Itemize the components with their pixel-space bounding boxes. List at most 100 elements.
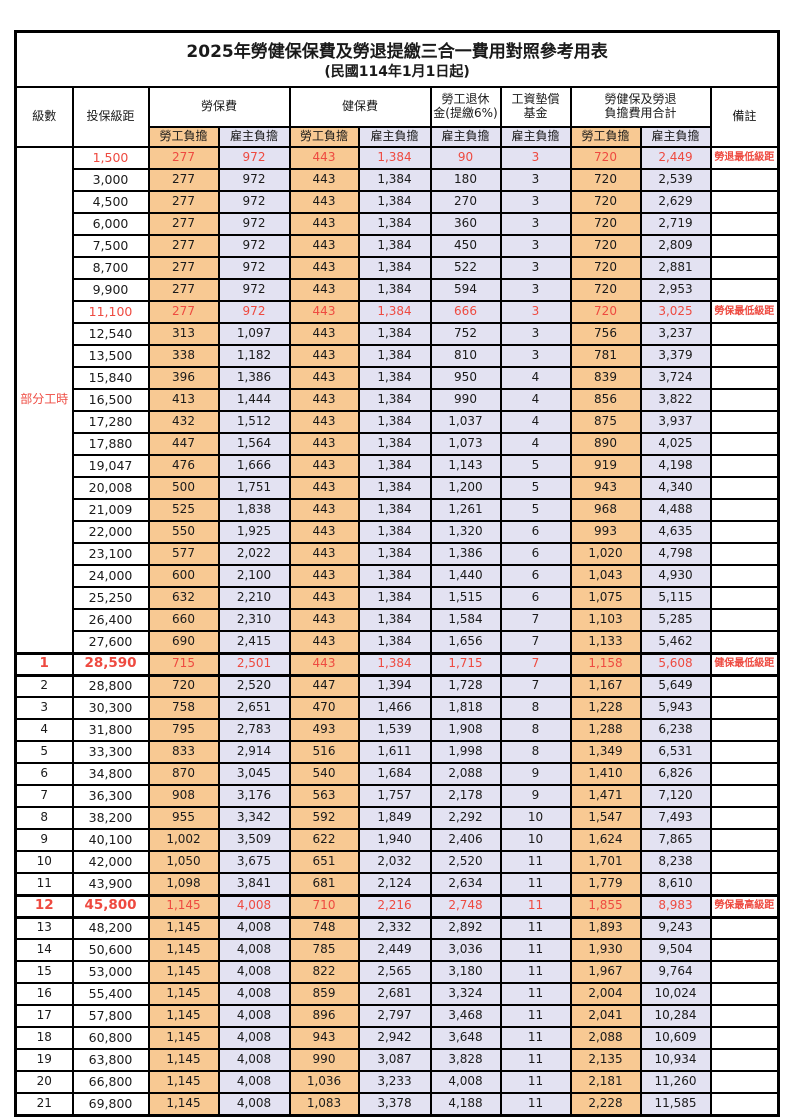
labor-employer-cell: 4,008 [217, 960, 291, 984]
wage-fund-cell: 7 [499, 608, 572, 632]
labor-employer-cell: 972 [217, 300, 291, 324]
total-employee-cell: 720 [569, 300, 642, 324]
bracket-cell: 1,500 [71, 146, 150, 170]
level-cell: 16 [14, 982, 74, 1006]
health-employer-cell: 1,611 [357, 740, 432, 764]
bracket-cell: 27,600 [71, 630, 150, 654]
total-employee-cell: 781 [569, 344, 642, 368]
labor-employee-cell: 833 [147, 740, 220, 764]
remark-cell: 健保最低級距 [709, 651, 780, 677]
total-employee-cell: 1,075 [569, 586, 642, 610]
total-employer-cell: 4,930 [639, 564, 712, 588]
total-employer-cell: 3,822 [639, 388, 712, 412]
wage-fund-cell: 11 [499, 960, 572, 984]
total-employee-cell: 1,967 [569, 960, 642, 984]
pension-cell: 3,036 [429, 938, 502, 962]
table-row: 6,000 277 972 443 1,384 360 3 720 2,719 [16, 212, 780, 236]
bracket-cell: 38,200 [71, 806, 150, 830]
total-employee-cell: 943 [569, 476, 642, 500]
wage-fund-cell: 5 [499, 454, 572, 478]
bracket-cell: 69,800 [71, 1092, 150, 1116]
wage-fund-cell: 9 [499, 784, 572, 808]
total-employee-cell: 1,288 [569, 718, 642, 742]
level-cell: 8 [14, 806, 74, 830]
bracket-cell: 45,800 [71, 893, 150, 919]
pension-cell: 1,073 [429, 432, 502, 456]
header-wage-fund-line1: 工資墊償 [511, 92, 560, 107]
wage-fund-cell: 3 [499, 322, 572, 346]
health-employer-cell: 1,849 [357, 806, 432, 830]
pension-cell: 810 [429, 344, 502, 368]
health-employer-cell: 1,384 [357, 432, 432, 456]
health-employee-cell: 896 [288, 1004, 360, 1028]
labor-employee-cell: 632 [147, 586, 220, 610]
total-employer-cell: 9,504 [639, 938, 712, 962]
wage-fund-cell: 11 [499, 1070, 572, 1094]
pension-cell: 752 [429, 322, 502, 346]
labor-employee-cell: 277 [147, 234, 220, 258]
labor-employer-cell: 972 [217, 234, 291, 258]
wage-fund-cell: 3 [499, 146, 572, 170]
health-employee-cell: 990 [288, 1048, 360, 1072]
premium-reference-sheet: 2025年勞健保保費及勞退提繳三合一費用對照參考用表 (民國114年1月1日起)… [14, 30, 781, 1117]
table-row: 13 48,200 1,145 4,008 748 2,332 2,892 11 1,893 9,… [14, 916, 780, 940]
health-employee-cell: 470 [288, 696, 360, 720]
health-employer-cell: 2,124 [357, 872, 432, 896]
health-employee-cell: 443 [288, 630, 360, 654]
total-employer-cell: 4,635 [639, 520, 712, 544]
health-employer-cell: 3,087 [357, 1048, 432, 1072]
labor-employer-cell: 3,675 [217, 850, 291, 874]
total-employee-cell: 1,701 [569, 850, 642, 874]
health-employee-cell: 859 [288, 982, 360, 1006]
total-employee-cell: 2,041 [569, 1004, 642, 1028]
table-title-block: 2025年勞健保保費及勞退提繳三合一費用對照參考用表 (民國114年1月1日起) [14, 30, 780, 88]
pension-cell: 1,143 [429, 454, 502, 478]
total-employer-cell: 4,798 [639, 542, 712, 566]
health-employee-cell: 493 [288, 718, 360, 742]
health-employee-cell: 443 [288, 366, 360, 390]
remark-cell [709, 696, 780, 720]
total-employer-cell: 5,115 [639, 586, 712, 610]
health-employee-cell: 443 [288, 476, 360, 500]
total-employer-cell: 9,764 [639, 960, 712, 984]
bracket-cell: 66,800 [71, 1070, 150, 1094]
table-row: 17,880 447 1,564 443 1,384 1,073 4 890 4,025 [16, 432, 780, 456]
health-employer-cell: 1,757 [357, 784, 432, 808]
remark-cell [709, 542, 780, 566]
bracket-cell: 30,300 [71, 696, 150, 720]
wage-fund-cell: 3 [499, 212, 572, 236]
health-employee-cell: 443 [288, 344, 360, 368]
labor-employer-cell: 1,386 [217, 366, 291, 390]
bracket-cell: 4,500 [71, 190, 150, 214]
wage-fund-cell: 8 [499, 696, 572, 720]
labor-employer-cell: 1,097 [217, 322, 291, 346]
table-row: 12,540 313 1,097 443 1,384 752 3 756 3,237 [16, 322, 780, 346]
health-employee-cell: 710 [288, 893, 360, 919]
pension-cell: 1,656 [429, 630, 502, 654]
labor-employee-cell: 525 [147, 498, 220, 522]
health-employer-cell: 1,384 [357, 476, 432, 500]
header-pension: 勞工退休 金(提繳6%) [429, 86, 502, 128]
remark-cell [709, 1092, 780, 1116]
total-employee-cell: 1,167 [569, 674, 642, 698]
total-employer-cell: 8,983 [639, 893, 712, 919]
health-employer-cell: 2,449 [357, 938, 432, 962]
total-employee-cell: 2,004 [569, 982, 642, 1006]
total-employee-cell: 890 [569, 432, 642, 456]
remark-cell [709, 674, 780, 698]
total-employer-cell: 4,025 [639, 432, 712, 456]
health-employee-cell: 443 [288, 432, 360, 456]
table-row: 27,600 690 2,415 443 1,384 1,656 7 1,133 5,462 [16, 630, 780, 654]
remark-cell [709, 344, 780, 368]
health-employee-cell: 443 [288, 410, 360, 434]
labor-employee-cell: 870 [147, 762, 220, 786]
remark-cell [709, 1070, 780, 1094]
remark-cell [709, 278, 780, 302]
health-employer-cell: 1,384 [357, 278, 432, 302]
total-employer-cell: 7,493 [639, 806, 712, 830]
labor-employee-cell: 1,145 [147, 1026, 220, 1050]
labor-employer-cell: 4,008 [217, 938, 291, 962]
pension-cell: 1,818 [429, 696, 502, 720]
labor-employee-cell: 577 [147, 542, 220, 566]
table-row: 17 57,800 1,145 4,008 896 2,797 3,468 11 2,041 10… [14, 1004, 780, 1028]
